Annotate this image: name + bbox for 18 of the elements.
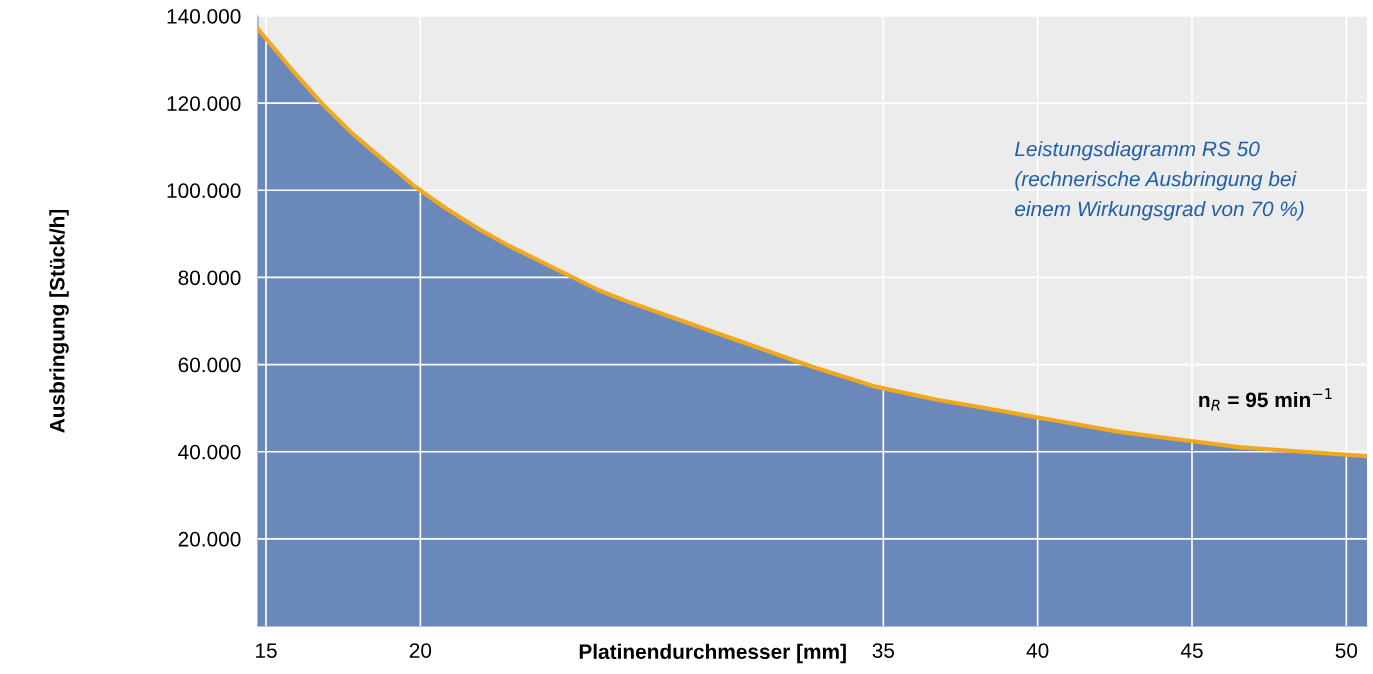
x-axis-title: Platinendurchmesser [mm] — [579, 643, 846, 664]
y-tick-label: 40.000 — [178, 444, 241, 460]
y-tick-label: 120.000 — [167, 96, 241, 111]
y-tick-label: 60.000 — [178, 357, 241, 373]
x-tick-label: 50 — [1335, 643, 1358, 658]
x-tick-label: 45 — [1180, 643, 1203, 658]
y-axis-title: Ausbringung [Stück/h] — [49, 209, 69, 433]
annotation: n$_{R}$ = 95 min$^{−1}$ — [1199, 388, 1332, 411]
x-tick-label: 35 — [872, 643, 895, 658]
y-tick-label: 20.000 — [178, 531, 241, 547]
x-tick-label: 20 — [409, 643, 432, 658]
x-tick-label: 40 — [1026, 643, 1049, 658]
line-series — [258, 26, 1367, 459]
annotation: Leistungsdiagramm RS 50 (rechnerische Ausbringung bei einem Wirkungsgrad von 70 %) — [1014, 141, 1304, 221]
y-tick-label: 100.000 — [167, 183, 241, 199]
x-tick-label: 15 — [256, 643, 277, 658]
y-tick-label: 80.000 — [178, 270, 241, 286]
y-tick-label: 140.000 — [167, 9, 241, 24]
